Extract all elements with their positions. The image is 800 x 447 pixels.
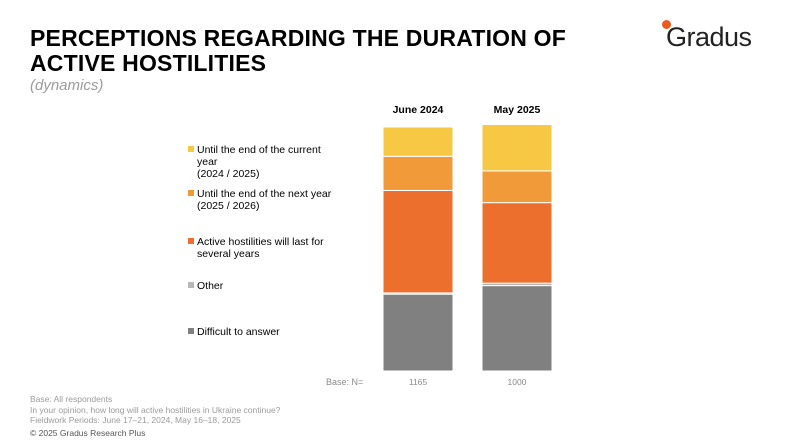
footer-line: Base: All respondents [30, 394, 113, 404]
legend-swatch [188, 282, 194, 288]
legend-label: Until the end of the next year [197, 188, 332, 200]
legend-swatch [188, 328, 194, 334]
legend-label: (2024 / 2025) [197, 168, 260, 180]
bar-segment [382, 126, 454, 157]
gradus-logo: Gradus [660, 20, 775, 54]
legend-item: Until the end of the next year (2025 / 20… [188, 188, 368, 212]
legend-item: Until the end of the current year (2024 / … [188, 144, 368, 180]
bar-segment [481, 170, 553, 204]
legend-label: several years [197, 248, 260, 260]
legend-item: Other [188, 280, 368, 292]
category-label: June 2024 [393, 104, 444, 116]
legend-swatch [188, 238, 194, 244]
logo-text: Gradus [666, 22, 752, 52]
legend-label: Difficult to answer [197, 326, 280, 338]
footer-line: Fieldwork Periods: June 17–21, 2024, May… [30, 415, 241, 425]
copyright: © 2025 Gradus Research Plus [30, 428, 146, 438]
footer-notes: Base: All respondents In your opinion, h… [30, 394, 280, 426]
legend-label: year [197, 156, 218, 168]
legend-swatch [188, 146, 194, 152]
legend-label: Other [197, 280, 224, 292]
footer-line: In your opinion, how long will active ho… [30, 404, 281, 415]
bar-segment [382, 189, 454, 294]
legend-label: (2025 / 2026) [197, 200, 260, 212]
bar-segment [481, 285, 553, 372]
bar-segment [481, 202, 553, 284]
bar-segment [382, 155, 454, 191]
base-n-value: 1165 [409, 377, 428, 387]
base-n-value: 1000 [508, 377, 527, 387]
page-subtitle: (dynamics) [30, 77, 104, 94]
bar-segment [382, 293, 454, 372]
page-title: PERCEPTIONS REGARDING THE DURATION OF AC… [30, 25, 566, 76]
legend-item: Active hostilities will last for several … [188, 236, 368, 260]
legend-swatch [188, 190, 194, 196]
bar-segment [481, 124, 553, 172]
logo-dot-icon [662, 20, 671, 29]
legend-label: Active hostilities will last for [197, 236, 324, 248]
legend-label: Until the end of the current [197, 144, 321, 156]
legend-item: Difficult to answer [188, 326, 368, 338]
base-n-label: Base: N= [326, 377, 364, 387]
category-label: May 2025 [494, 104, 541, 116]
